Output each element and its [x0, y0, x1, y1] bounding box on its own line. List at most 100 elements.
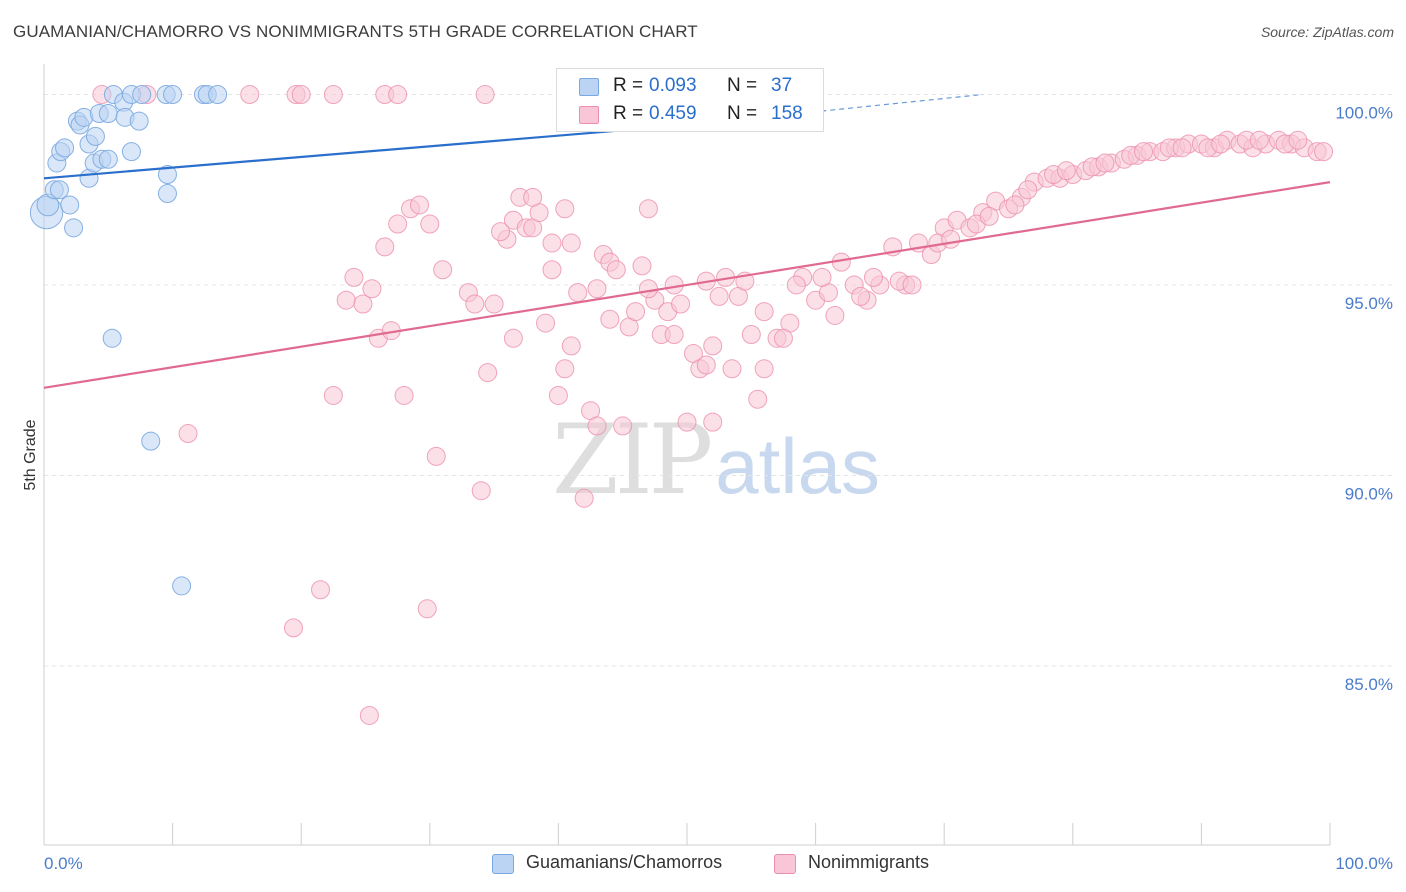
nonimmigrants-point: [548, 385, 568, 405]
nonimmigrants-point: [426, 446, 446, 466]
nonimmigrants-point: [600, 309, 620, 329]
nonimmigrants-point: [291, 84, 311, 104]
nonimmigrants-point: [471, 481, 491, 501]
nonimmigrants-point: [503, 328, 523, 348]
nonimmigrants-point: [754, 359, 774, 379]
y-tick-label: 100.0%: [1335, 103, 1393, 122]
nonimmigrants-point: [410, 195, 430, 215]
nonimmigrants-point: [1134, 142, 1154, 162]
nonimmigrants-point: [375, 237, 395, 257]
nonimmigrants-point: [542, 260, 562, 280]
nonimmigrants-point: [353, 294, 373, 314]
guamanians-point: [64, 218, 84, 238]
nonimmigrants-point: [561, 233, 581, 253]
nonimmigrants-point: [417, 599, 437, 619]
legend-swatch-pink: [579, 106, 599, 124]
nonimmigrants-point: [388, 214, 408, 234]
stats-legend: R = 0.093 N = 37 R = 0.459 N = 158: [556, 68, 824, 132]
nonimmigrants-point: [626, 302, 646, 322]
legend-n-label: N =: [727, 75, 758, 96]
nonimmigrants-point: [555, 199, 575, 219]
nonimmigrants-point: [664, 324, 684, 344]
chart-title: GUAMANIAN/CHAMORRO VS NONIMMIGRANTS 5TH …: [13, 22, 698, 41]
guamanians-point: [85, 126, 105, 146]
nonimmigrants-point: [773, 328, 793, 348]
guamanians-point: [129, 111, 149, 131]
guamanians-point: [60, 195, 80, 215]
gridlines: [44, 93, 1394, 667]
guamanians-point: [49, 180, 69, 200]
nonimmigrants-point: [741, 324, 761, 344]
axes: [43, 64, 1331, 846]
nonimmigrants-point: [863, 267, 883, 287]
nonimmigrants-point: [336, 290, 356, 310]
nonimmigrants-point: [310, 580, 330, 600]
nonimmigrants-point: [491, 222, 511, 242]
nonimmigrants-point: [478, 363, 498, 383]
nonimmigrants-point: [542, 233, 562, 253]
nonimmigrants-point: [465, 294, 485, 314]
nonimmigrants-trend-line: [43, 181, 1331, 389]
guamanians-point: [141, 431, 161, 451]
legend-label-nonimmigrants: Nonimmigrants: [808, 852, 930, 872]
guamanians-point: [121, 142, 141, 162]
legend-row-guamanians: R = 0.093 N = 37: [557, 73, 823, 99]
nonimmigrants-point: [394, 385, 414, 405]
nonimmigrants-point: [812, 267, 832, 287]
nonimmigrants-point: [574, 488, 594, 508]
nonimmigrants-point: [240, 84, 260, 104]
nonimmigrants-point: [561, 336, 581, 356]
guamanians-point: [132, 84, 152, 104]
guamanians-point: [55, 138, 75, 158]
nonimmigrants-point: [1172, 138, 1192, 158]
nonimmigrants-point: [703, 336, 723, 356]
y-tick-label: 95.0%: [1345, 294, 1393, 313]
legend-r-value: 0.459: [649, 103, 697, 124]
nonimmigrants-point: [388, 84, 408, 104]
nonimmigrants-point: [638, 199, 658, 219]
nonimmigrants-point: [851, 286, 871, 306]
nonimmigrants-point: [638, 279, 658, 299]
y-axis-label: 5th Grade: [22, 419, 39, 490]
nonimmigrants-point: [979, 206, 999, 226]
legend-r-label: R =: [613, 75, 644, 96]
nonimmigrants-point: [825, 305, 845, 325]
nonimmigrants-point: [1005, 195, 1025, 215]
nonimmigrants-point: [568, 283, 588, 303]
nonimmigrants-point: [1018, 180, 1038, 200]
nonimmigrants-point: [323, 84, 343, 104]
nonimmigrants-point: [941, 229, 961, 249]
trend-lines: [43, 93, 1331, 389]
nonimmigrants-point: [1211, 134, 1231, 154]
nonimmigrants-point: [555, 359, 575, 379]
nonimmigrants-point: [1288, 130, 1308, 150]
nonimmigrants-point: [523, 187, 543, 207]
nonimmigrants-point: [606, 260, 626, 280]
nonimmigrants-point: [433, 260, 453, 280]
guamanians-point: [163, 84, 183, 104]
tick-labels: 85.0% 90.0% 95.0% 100.0% 0.0% 100.0% 5th Grade: [22, 103, 1393, 873]
nonimmigrants-point: [344, 267, 364, 287]
nonimmigrants-point: [613, 416, 633, 436]
nonimmigrants-point: [703, 412, 723, 432]
nonimmigrants-point: [484, 294, 504, 314]
nonimmigrants-point: [1249, 130, 1269, 150]
nonimmigrants-point: [475, 84, 495, 104]
nonimmigrants-point: [323, 385, 343, 405]
nonimmigrants-point: [722, 359, 742, 379]
y-tick-label: 85.0%: [1345, 675, 1393, 694]
guamanians-point: [157, 164, 177, 184]
nonimmigrants-point: [902, 275, 922, 295]
nonimmigrants-points: [92, 84, 1334, 725]
guamanians-point: [157, 184, 177, 204]
y-tick-label: 90.0%: [1345, 484, 1393, 503]
guamanians-point: [208, 84, 228, 104]
legend-r-label: R =: [613, 103, 644, 124]
guamanians-point: [102, 328, 122, 348]
nonimmigrants-point: [754, 302, 774, 322]
nonimmigrants-point: [178, 424, 198, 444]
nonimmigrants-point: [536, 313, 556, 333]
legend-n-label: N =: [727, 103, 758, 124]
legend-label-guamanians: Guamanians/Chamorros: [526, 852, 723, 872]
